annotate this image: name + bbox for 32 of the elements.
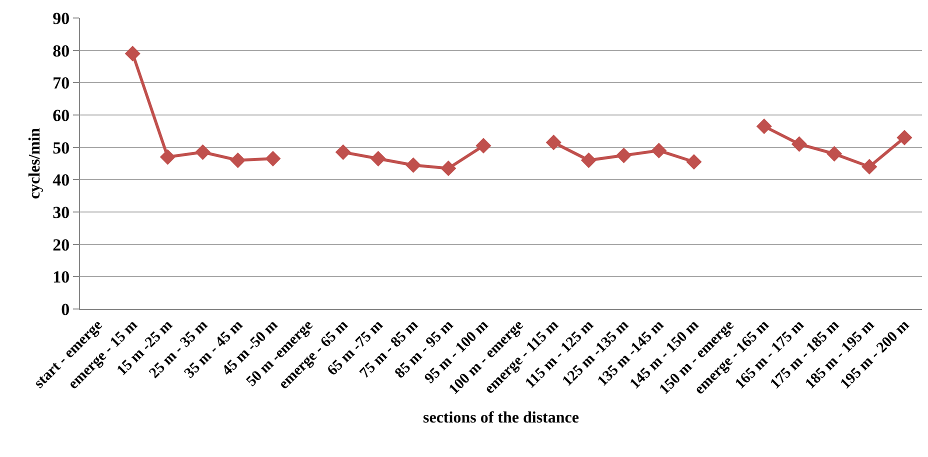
y-axis-title: cycles/min [26, 128, 44, 200]
point [405, 157, 422, 173]
point [546, 134, 562, 150]
y-tick-label: 70 [52, 74, 70, 93]
point [826, 146, 842, 162]
point [686, 154, 702, 170]
point [335, 144, 351, 160]
point [440, 160, 456, 176]
y-tick-label: 90 [52, 8, 70, 28]
point [862, 158, 878, 175]
y-tick-label: 50 [52, 138, 70, 158]
y-tick-label: 60 [52, 106, 70, 125]
y-tick-label: 0 [61, 300, 70, 319]
point [616, 148, 632, 164]
point [651, 142, 667, 158]
point [370, 150, 386, 166]
point [791, 136, 808, 152]
x-axis-title: sections of the distance [423, 410, 579, 427]
point [194, 144, 211, 160]
y-tick-label: 40 [52, 170, 70, 190]
point [580, 152, 597, 168]
point [160, 149, 176, 165]
y-tick-label: 20 [52, 235, 70, 254]
y-tick-label: 30 [52, 202, 70, 222]
y-tick-label: 80 [52, 41, 70, 60]
point [124, 46, 140, 62]
y-tick-label: 10 [52, 268, 70, 287]
point [230, 152, 246, 168]
point [896, 130, 912, 146]
point [756, 118, 772, 134]
point [476, 138, 492, 154]
point [265, 150, 281, 166]
